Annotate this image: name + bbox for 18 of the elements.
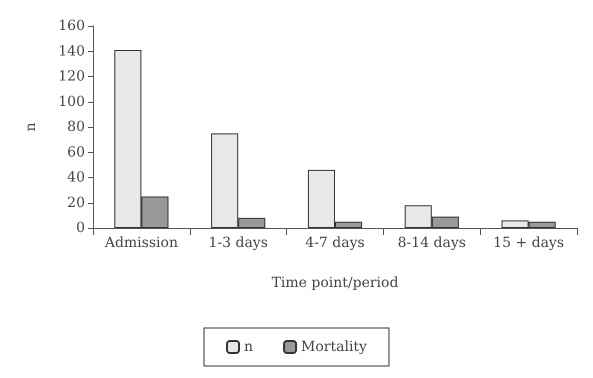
y-tick-label: 60 [67,144,85,160]
x-axis-title: Time point/period [272,275,398,291]
y-tick-label: 140 [58,43,85,60]
x-tick-label: 1-3 days [208,235,268,251]
x-tick-label: Admission [104,235,178,251]
y-tick-label: 0 [76,220,85,236]
y-tick-label: 100 [58,94,85,110]
legend-label: n [244,339,254,355]
x-tick-label: 15 + days [493,235,564,251]
y-tick-label: 80 [67,119,85,135]
y-axis-title: n [23,122,39,132]
y-tick-label: 20 [67,194,85,211]
y-tick-label: 120 [58,68,85,84]
y-tick-label: 40 [67,170,85,186]
y-tick-label: 160 [58,18,85,34]
legend-label: Mortality [301,339,368,355]
x-tick-label: 8-14 days [398,235,466,251]
x-tick-label: 4-7 days [305,235,365,251]
